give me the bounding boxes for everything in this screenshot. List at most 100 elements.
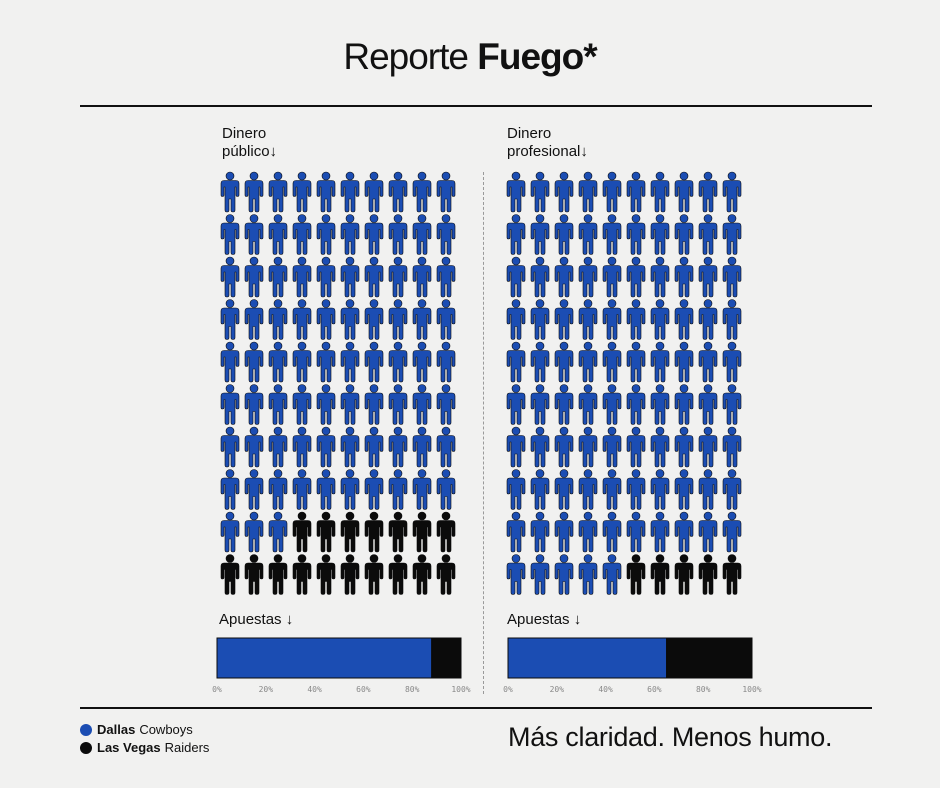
person-icon-dallas — [554, 384, 574, 425]
public-money-label: Dinero público↓ — [222, 125, 277, 161]
person-icon-dallas — [506, 299, 526, 340]
public-bets-label: Apuestas ↓ — [219, 611, 294, 628]
person-icon-raiders — [650, 554, 670, 595]
person-icon-dallas — [506, 511, 526, 553]
person-icon-dallas — [268, 341, 288, 383]
person-icon-dallas — [578, 256, 598, 298]
person-icon-dallas — [436, 214, 456, 255]
person-icon-dallas — [292, 426, 312, 468]
person-icon-dallas — [674, 511, 694, 553]
person-icon-dallas — [364, 214, 384, 255]
person-icon-dallas — [554, 214, 574, 255]
person-icon-dallas — [220, 256, 240, 298]
raiders-swatch — [80, 741, 92, 754]
pro-bets-tick-label: 100% — [742, 685, 761, 694]
pro-bets-tick-label: 60% — [647, 685, 662, 694]
person-icon-dallas — [602, 469, 622, 510]
person-icon-dallas — [698, 214, 718, 255]
person-icon-dallas — [650, 299, 670, 340]
person-icon-dallas — [244, 341, 264, 383]
person-icon-dallas — [292, 384, 312, 425]
person-icon-raiders — [364, 511, 384, 553]
person-icon-dallas — [674, 426, 694, 468]
person-icon-dallas — [650, 341, 670, 383]
person-icon-dallas — [650, 214, 670, 255]
person-icon-dallas — [244, 214, 264, 255]
person-icon-dallas — [674, 341, 694, 383]
person-icon-dallas — [650, 511, 670, 553]
person-icon-dallas — [530, 214, 550, 255]
person-icon-dallas — [412, 214, 432, 255]
person-icon-raiders — [436, 554, 456, 595]
person-icon-dallas — [292, 256, 312, 298]
person-icon-dallas — [244, 469, 264, 510]
person-icon-dallas — [244, 171, 264, 213]
top-divider — [80, 105, 872, 107]
person-icon-dallas — [554, 554, 574, 595]
person-icon-dallas — [506, 384, 526, 425]
person-icon-raiders — [316, 554, 336, 595]
person-icon-dallas — [626, 384, 646, 425]
person-icon-raiders — [316, 511, 336, 553]
person-icon-raiders — [388, 554, 408, 595]
person-icon-dallas — [650, 384, 670, 425]
person-icon-dallas — [626, 341, 646, 383]
person-icon-dallas — [388, 384, 408, 425]
person-icon-dallas — [436, 384, 456, 425]
person-icon-dallas — [626, 171, 646, 213]
person-icon-dallas — [650, 469, 670, 510]
person-icon-dallas — [316, 256, 336, 298]
person-icon-dallas — [698, 256, 718, 298]
pro-bets-bar-chart: 0% 20% 40% 60% 80% 100% — [503, 637, 762, 694]
person-icon-dallas — [698, 299, 718, 340]
person-icon-dallas — [412, 469, 432, 510]
person-icon-dallas — [268, 171, 288, 213]
person-icon-dallas — [602, 554, 622, 595]
dallas-swatch — [80, 723, 92, 736]
person-icon-dallas — [220, 511, 240, 553]
person-icon-dallas — [578, 554, 598, 595]
person-icon-dallas — [244, 511, 264, 553]
person-icon-dallas — [722, 511, 742, 553]
person-icon-dallas — [722, 171, 742, 213]
person-icon-dallas — [364, 384, 384, 425]
legend-item-raiders: Las Vegas Raiders — [80, 740, 209, 755]
person-icon-dallas — [578, 511, 598, 553]
person-icon-dallas — [268, 426, 288, 468]
person-icon-dallas — [364, 426, 384, 468]
pro-bets-tick-label: 40% — [598, 685, 613, 694]
person-icon-dallas — [626, 469, 646, 510]
public-money-pictogram — [220, 171, 456, 595]
person-icon-dallas — [602, 256, 622, 298]
person-icon-dallas — [316, 426, 336, 468]
person-icon-dallas — [220, 214, 240, 255]
person-icon-dallas — [674, 171, 694, 213]
person-icon-dallas — [412, 384, 432, 425]
person-icon-dallas — [436, 299, 456, 340]
public-bets-bar-segment-raiders — [431, 637, 462, 679]
person-icon-raiders — [364, 554, 384, 595]
person-icon-dallas — [698, 469, 718, 510]
person-icon-dallas — [506, 469, 526, 510]
person-icon-raiders — [292, 511, 312, 553]
public-bets-bar-chart: 0% 20% 40% 60% 80% 100% — [212, 637, 471, 694]
person-icon-dallas — [220, 469, 240, 510]
person-icon-dallas — [316, 341, 336, 383]
person-icon-dallas — [602, 341, 622, 383]
person-icon-dallas — [292, 299, 312, 340]
public-bets-tick-label: 80% — [405, 685, 420, 694]
person-icon-dallas — [602, 511, 622, 553]
person-icon-dallas — [340, 384, 360, 425]
person-icon-dallas — [412, 256, 432, 298]
person-icon-dallas — [698, 511, 718, 553]
person-icon-dallas — [554, 426, 574, 468]
person-icon-dallas — [554, 299, 574, 340]
person-icon-dallas — [530, 554, 550, 595]
public-bets-tick-label: 100% — [451, 685, 470, 694]
person-icon-dallas — [244, 299, 264, 340]
person-icon-dallas — [602, 171, 622, 213]
person-icon-dallas — [412, 299, 432, 340]
person-icon-dallas — [412, 171, 432, 213]
person-icon-dallas — [530, 511, 550, 553]
public-bets-tick-label: 60% — [356, 685, 371, 694]
